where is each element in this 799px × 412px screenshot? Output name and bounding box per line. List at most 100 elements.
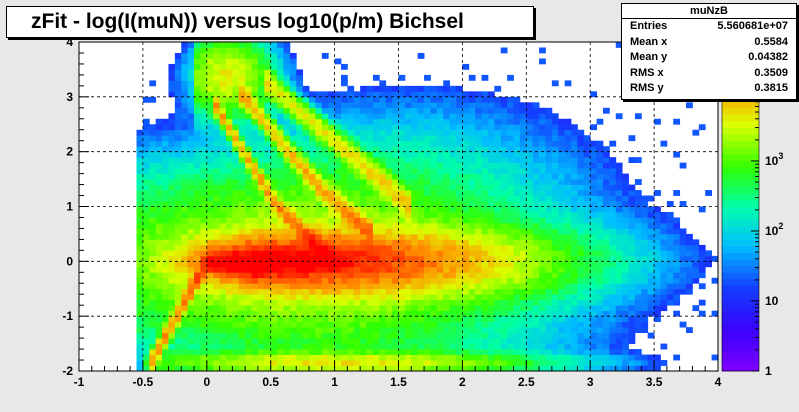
heat-cell <box>360 327 367 334</box>
heat-cell <box>577 332 585 339</box>
heat-cell <box>487 222 495 229</box>
heat-cell <box>404 294 412 301</box>
heat-cell <box>366 310 374 317</box>
heat-cell <box>558 354 566 361</box>
heat-cell <box>194 96 201 103</box>
heat-cell <box>596 288 604 295</box>
heat-cell <box>417 140 425 147</box>
heat-cell <box>232 255 240 262</box>
heat-cell <box>264 222 272 229</box>
heat-cell <box>392 206 399 213</box>
heat-cell <box>340 310 348 317</box>
heat-cell <box>328 190 335 196</box>
heat-cell <box>500 321 508 328</box>
heat-cell <box>257 299 265 306</box>
heat-cell <box>430 113 438 120</box>
heat-cell <box>411 272 419 279</box>
heat-cell <box>539 316 546 323</box>
heat-cell <box>558 321 566 328</box>
heat-cell <box>372 211 380 218</box>
heat-cell <box>309 250 316 257</box>
heat-cell <box>289 118 297 125</box>
heat-cell <box>149 201 157 207</box>
heat-cell <box>449 190 457 196</box>
heat-cell <box>225 195 233 202</box>
heat-cell <box>615 233 623 240</box>
heat-cell <box>225 277 233 284</box>
heat-cell <box>174 162 182 169</box>
heat-cell <box>200 58 208 65</box>
heat-cell <box>200 124 208 131</box>
heat-cell <box>404 118 412 125</box>
heat-cell <box>213 190 220 196</box>
heat-cell <box>232 217 240 224</box>
heat-cell <box>149 206 157 213</box>
heat-cell <box>583 250 591 257</box>
heat-cell <box>698 283 706 290</box>
heat-cell <box>372 217 380 224</box>
heat-cell <box>174 332 182 339</box>
heat-cell <box>213 47 220 54</box>
heat-cell <box>590 124 597 131</box>
heat-cell <box>698 310 706 317</box>
heat-cell <box>283 233 291 240</box>
heat-cell <box>353 107 361 114</box>
heat-cell <box>251 91 259 98</box>
heat-cell <box>436 294 444 301</box>
heat-cell <box>590 162 597 169</box>
heat-cell <box>296 349 304 355</box>
heat-cell <box>360 113 367 120</box>
heat-cell <box>641 277 649 284</box>
heat-cell <box>232 299 240 306</box>
heat-cell <box>264 327 272 334</box>
heat-cell <box>417 162 425 169</box>
heat-cell <box>641 217 649 224</box>
heat-cell <box>264 272 272 279</box>
heat-cell <box>206 195 214 202</box>
heat-cell <box>149 239 157 246</box>
heat-cell <box>296 135 304 142</box>
heat-cell <box>571 217 578 224</box>
heat-cell <box>194 140 201 147</box>
heat-cell <box>155 206 163 213</box>
heat-cell <box>219 332 227 339</box>
heat-cell <box>277 261 284 268</box>
heat-cell <box>590 140 597 147</box>
heat-cell <box>571 168 578 174</box>
heat-cell <box>468 266 476 273</box>
heat-cell <box>686 261 693 268</box>
heat-cell <box>577 316 585 323</box>
heat-cell <box>392 184 399 191</box>
heat-cell <box>321 206 329 213</box>
heat-cell <box>206 255 214 262</box>
heat-cell <box>372 151 380 158</box>
heat-cell <box>519 173 527 180</box>
heat-cell <box>468 255 476 262</box>
heat-cell <box>232 222 240 229</box>
heat-cell <box>526 310 534 317</box>
heat-cell <box>168 294 176 301</box>
heat-cell <box>200 85 208 92</box>
heat-cell <box>283 316 291 323</box>
heat-cell <box>283 124 291 131</box>
heat-cell <box>168 228 176 235</box>
heat-cell <box>321 211 329 218</box>
heat-cell <box>641 250 649 257</box>
heat-cell <box>609 201 617 207</box>
heat-cell <box>379 124 387 131</box>
heat-cell <box>539 365 546 372</box>
heat-cell <box>181 107 189 114</box>
heat-cell <box>328 118 335 125</box>
heat-cell <box>168 113 176 120</box>
heat-cell <box>238 206 246 213</box>
heat-cell <box>168 305 176 312</box>
heat-cell <box>583 327 591 334</box>
heat-cell <box>372 277 380 284</box>
heat-cell <box>219 349 227 355</box>
heat-cell <box>417 332 425 339</box>
heat-cell <box>583 365 591 372</box>
heat-cell <box>142 327 150 334</box>
heat-cell <box>168 343 176 350</box>
heat-cell <box>519 365 527 372</box>
heat-cell <box>602 211 610 218</box>
